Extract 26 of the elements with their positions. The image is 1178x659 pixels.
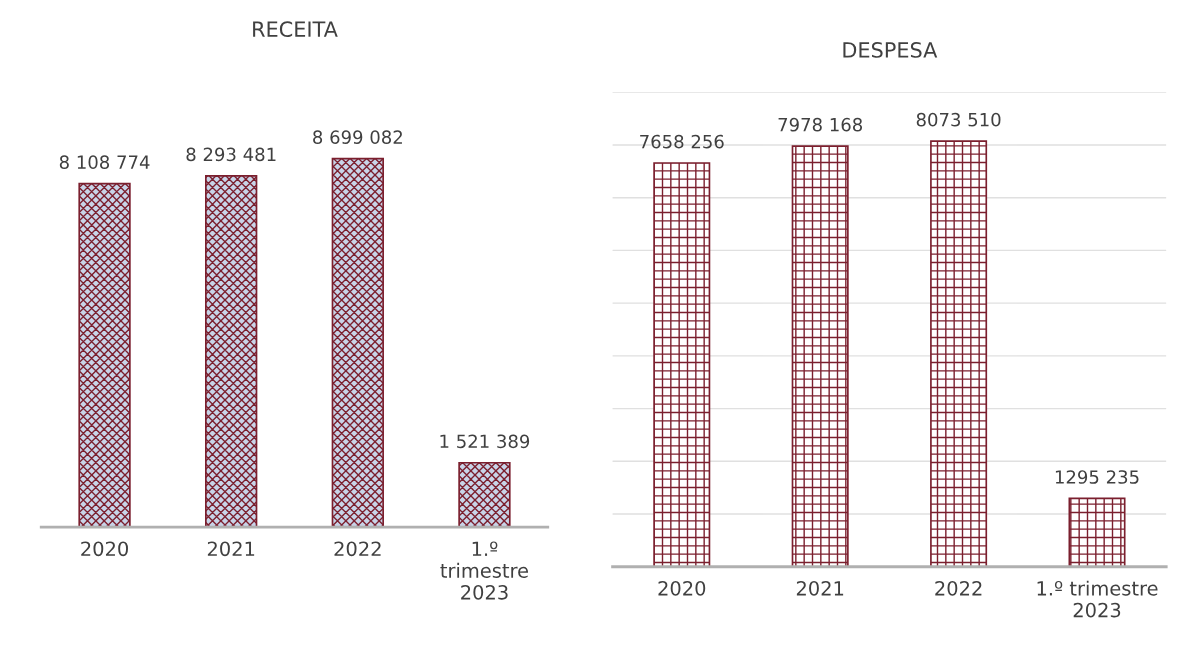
bar bbox=[1068, 497, 1126, 567]
data-label: 8 293 481 bbox=[186, 147, 276, 162]
bar bbox=[930, 140, 988, 567]
data-label: 8 699 082 bbox=[313, 130, 402, 144]
data-label: 1 521 389 bbox=[440, 434, 530, 449]
x-tick-label: 2022 bbox=[935, 580, 982, 596]
bar bbox=[205, 174, 258, 528]
bar bbox=[653, 162, 711, 567]
data-label: 1295 235 bbox=[1055, 470, 1139, 484]
data-label: 8 108 774 bbox=[59, 155, 150, 170]
data-label: 8073 510 bbox=[916, 112, 1001, 127]
bar bbox=[78, 182, 131, 528]
bar bbox=[791, 145, 849, 567]
bar bbox=[331, 157, 384, 528]
x-tick-label: 2021 bbox=[207, 541, 255, 557]
data-label: 7978 168 bbox=[778, 117, 863, 132]
x-tick-label: 2020 bbox=[658, 580, 706, 596]
x-tick-label: 2022 bbox=[334, 541, 381, 557]
x-tick-label: 1.º trimestre 2023 bbox=[440, 541, 529, 600]
bar bbox=[458, 461, 511, 528]
x-tick-label: 2020 bbox=[81, 541, 128, 557]
chart-title: RECEITA bbox=[253, 21, 338, 37]
chart-title: DESPESA bbox=[843, 42, 938, 58]
x-tick-label: 1.º trimestre 2023 bbox=[1037, 580, 1158, 618]
data-label: 7658 256 bbox=[640, 134, 724, 149]
x-tick-label: 2021 bbox=[796, 580, 844, 596]
